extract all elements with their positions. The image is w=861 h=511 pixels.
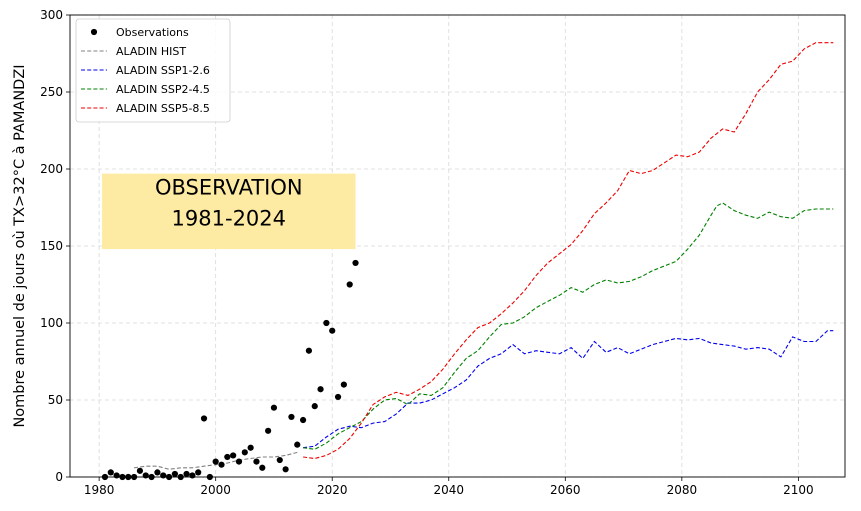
observation-point <box>160 472 167 479</box>
x-tick-label: 1980 <box>84 483 115 497</box>
y-tick-label: 100 <box>40 316 63 330</box>
observation-point <box>340 381 347 388</box>
observation-point <box>305 347 313 354</box>
y-tick-label: 0 <box>55 470 63 484</box>
series-line-aladin-ssp5-8-5 <box>303 42 834 460</box>
observation-point <box>334 393 342 401</box>
y-axis-label: Nombre annuel de jours où TX>32°C à PAMA… <box>12 64 28 427</box>
observation-point <box>224 453 231 461</box>
observation-point <box>259 464 266 471</box>
observation-point <box>282 466 289 473</box>
observation-point <box>113 472 120 479</box>
annotation-background <box>102 173 356 250</box>
observation-point <box>270 404 278 411</box>
observation-point <box>253 458 260 465</box>
y-axis: 0 50 100 150 200 250 300 <box>40 8 70 484</box>
observation-point <box>235 458 243 465</box>
series-lines <box>134 42 834 470</box>
observation-point <box>276 456 283 464</box>
observation-point <box>329 327 336 334</box>
observation-point <box>346 281 353 288</box>
observation-point <box>265 427 272 434</box>
observation-point <box>323 319 330 327</box>
observation-point <box>218 461 225 468</box>
legend-label: ALADIN SSP1-2.6 <box>116 64 210 77</box>
x-tick-label: 2000 <box>200 483 231 497</box>
x-tick-label: 2080 <box>667 483 698 497</box>
y-tick-label: 200 <box>40 162 63 176</box>
legend: Observations ALADIN HIST ALADIN SSP1-2.6 AL… <box>75 18 231 123</box>
series-line-aladin-ssp1-2-6 <box>303 330 834 449</box>
x-tick-label: 2040 <box>433 483 464 497</box>
legend-marker-observations <box>90 28 98 36</box>
observation-points <box>101 259 359 481</box>
annotation-box: OBSERVATION 1981-2024 <box>102 173 356 250</box>
observation-point <box>183 470 190 478</box>
observation-point <box>299 416 307 424</box>
annotation-line-1: OBSERVATION <box>155 176 303 200</box>
observation-point <box>247 444 254 451</box>
annotation-line-2: 1981-2024 <box>172 207 286 231</box>
observation-point <box>294 441 301 448</box>
observation-point <box>171 470 178 478</box>
y-tick-label: 250 <box>40 85 63 99</box>
series-line-aladin-ssp2-4-5 <box>303 202 834 450</box>
observation-point <box>136 467 144 474</box>
legend-box <box>75 18 231 123</box>
observation-point <box>142 472 149 479</box>
series-line-aladin-hist <box>134 451 298 470</box>
y-tick-label: 300 <box>40 8 63 22</box>
observation-point <box>200 415 208 422</box>
legend-label: ALADIN SSP5-8.5 <box>116 102 210 115</box>
observation-point <box>317 386 324 393</box>
legend-label: ALADIN HIST <box>116 45 186 58</box>
observation-point <box>241 449 248 456</box>
x-tick-label: 2020 <box>317 483 348 497</box>
observation-point <box>230 452 237 459</box>
x-tick-label: 2100 <box>783 483 814 497</box>
x-tick-label: 2060 <box>550 483 581 497</box>
observation-point <box>189 472 196 479</box>
observation-point <box>154 469 161 476</box>
legend-label: Observations <box>116 26 189 39</box>
observation-point <box>352 259 359 267</box>
observation-point <box>107 469 114 476</box>
observation-point <box>195 469 202 476</box>
y-tick-label: 50 <box>48 393 63 407</box>
observation-point <box>212 458 219 465</box>
observation-point <box>311 403 318 410</box>
legend-label: ALADIN SSP2-4.5 <box>116 83 210 96</box>
observation-point <box>288 413 295 421</box>
x-axis: 1980 2000 2020 2040 2060 2080 2100 <box>84 477 814 497</box>
y-tick-label: 150 <box>40 239 63 253</box>
